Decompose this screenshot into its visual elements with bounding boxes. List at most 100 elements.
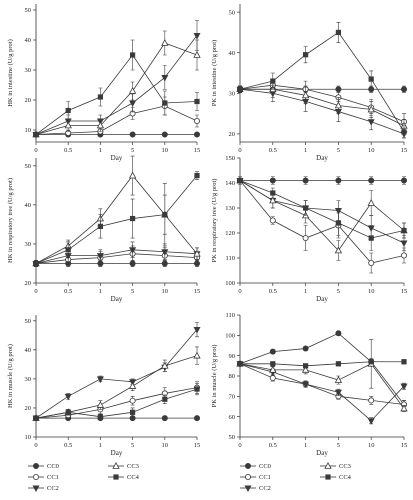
legend-right: CC0 CC3 CC1 CC4 CC2	[240, 461, 410, 498]
data-point	[400, 177, 407, 184]
data-point	[161, 361, 169, 369]
series-line	[240, 88, 405, 127]
x-tick-label: 1	[99, 288, 102, 295]
y-tick-label: 30	[25, 241, 32, 248]
series-cc1	[33, 96, 200, 138]
y-tick-label: 40	[25, 347, 32, 354]
y-tick-label: 20	[229, 131, 236, 138]
x-tick-label: 1	[304, 442, 307, 449]
x-tick-label: 10	[368, 147, 375, 154]
y-tick-label: 60	[229, 414, 236, 421]
legend-item-cc4: CC4	[320, 473, 351, 481]
data-point	[128, 86, 137, 94]
x-tick-label: 0.5	[269, 442, 277, 449]
x-tick-label: 10	[162, 147, 169, 154]
data-point	[193, 249, 201, 257]
data-point	[128, 171, 137, 179]
data-point	[97, 94, 103, 100]
x-tick-label: 15	[194, 147, 201, 154]
data-point	[368, 235, 374, 241]
x-tick-label: 1	[304, 288, 307, 295]
y-tick-label: 100	[225, 333, 235, 340]
data-point	[193, 131, 200, 138]
data-point	[302, 363, 309, 369]
data-point	[401, 129, 407, 135]
data-point	[367, 105, 375, 113]
x-axis-label: Day	[316, 295, 328, 303]
y-tick-label: 80	[229, 373, 236, 380]
data-point	[162, 212, 168, 218]
data-point	[193, 32, 201, 40]
data-point	[194, 172, 200, 179]
x-tick-label: 0	[34, 147, 37, 154]
data-point	[33, 131, 39, 138]
y-tick-label: 20	[25, 97, 32, 104]
series-cc0	[236, 176, 407, 185]
data-point	[237, 361, 243, 367]
series-line	[35, 105, 198, 135]
series-cc4	[237, 359, 407, 369]
legend-marker-icon	[240, 485, 256, 493]
data-point	[129, 397, 136, 404]
y-tick-label: 110	[225, 255, 235, 262]
data-point	[194, 98, 200, 105]
series-line	[35, 387, 198, 419]
data-point	[335, 220, 342, 226]
data-point	[161, 38, 169, 46]
data-point	[302, 177, 309, 184]
series-line	[35, 329, 198, 419]
y-tick-label: 90	[229, 353, 236, 360]
data-point	[130, 52, 136, 58]
x-tick-label: 0	[34, 288, 37, 295]
data-point	[65, 247, 71, 253]
legend-item-cc1: CC1	[240, 473, 271, 481]
data-point	[269, 348, 276, 355]
data-point	[400, 86, 407, 93]
series-line	[35, 249, 198, 264]
data-point	[368, 259, 375, 266]
y-tick-label: 130	[225, 205, 235, 212]
data-point	[65, 409, 71, 415]
legend-marker	[112, 461, 120, 469]
data-point	[129, 131, 136, 138]
data-point	[97, 414, 103, 420]
series-line	[239, 332, 405, 405]
y-axis-label: HK in respiratory tree (U/g prot)	[7, 178, 14, 263]
legend-label: CC3	[127, 462, 139, 470]
series-cc3	[32, 346, 201, 421]
data-point	[334, 246, 343, 254]
legend-marker	[245, 474, 251, 480]
data-point	[193, 351, 201, 359]
x-tick-label: 15	[401, 442, 408, 449]
legend-marker-icon	[320, 461, 336, 469]
data-point	[130, 215, 136, 222]
series-cc4	[33, 171, 200, 267]
series-line	[239, 31, 405, 133]
y-tick-label: 70	[229, 394, 236, 401]
data-point	[128, 382, 137, 389]
data-point	[269, 375, 276, 382]
y-tick-label: 30	[25, 376, 32, 383]
legend-marker-icon	[28, 485, 44, 493]
x-tick-label: 5	[337, 442, 340, 449]
data-point	[335, 29, 342, 36]
data-point	[162, 100, 168, 106]
data-point	[96, 376, 104, 383]
series-line	[239, 180, 405, 239]
data-point	[97, 223, 103, 229]
series-cc4	[33, 382, 200, 421]
x-axis-label: Day	[316, 449, 328, 457]
legend-item-cc4: CC4	[108, 473, 139, 481]
data-point	[335, 177, 342, 184]
series-cc3	[32, 155, 201, 267]
x-tick-label: 15	[401, 147, 408, 154]
data-point	[302, 205, 309, 211]
y-axis-label: PK in intestine (U/g prot)	[211, 40, 218, 106]
data-point	[64, 121, 72, 129]
data-point	[368, 397, 375, 404]
data-point	[400, 404, 408, 412]
